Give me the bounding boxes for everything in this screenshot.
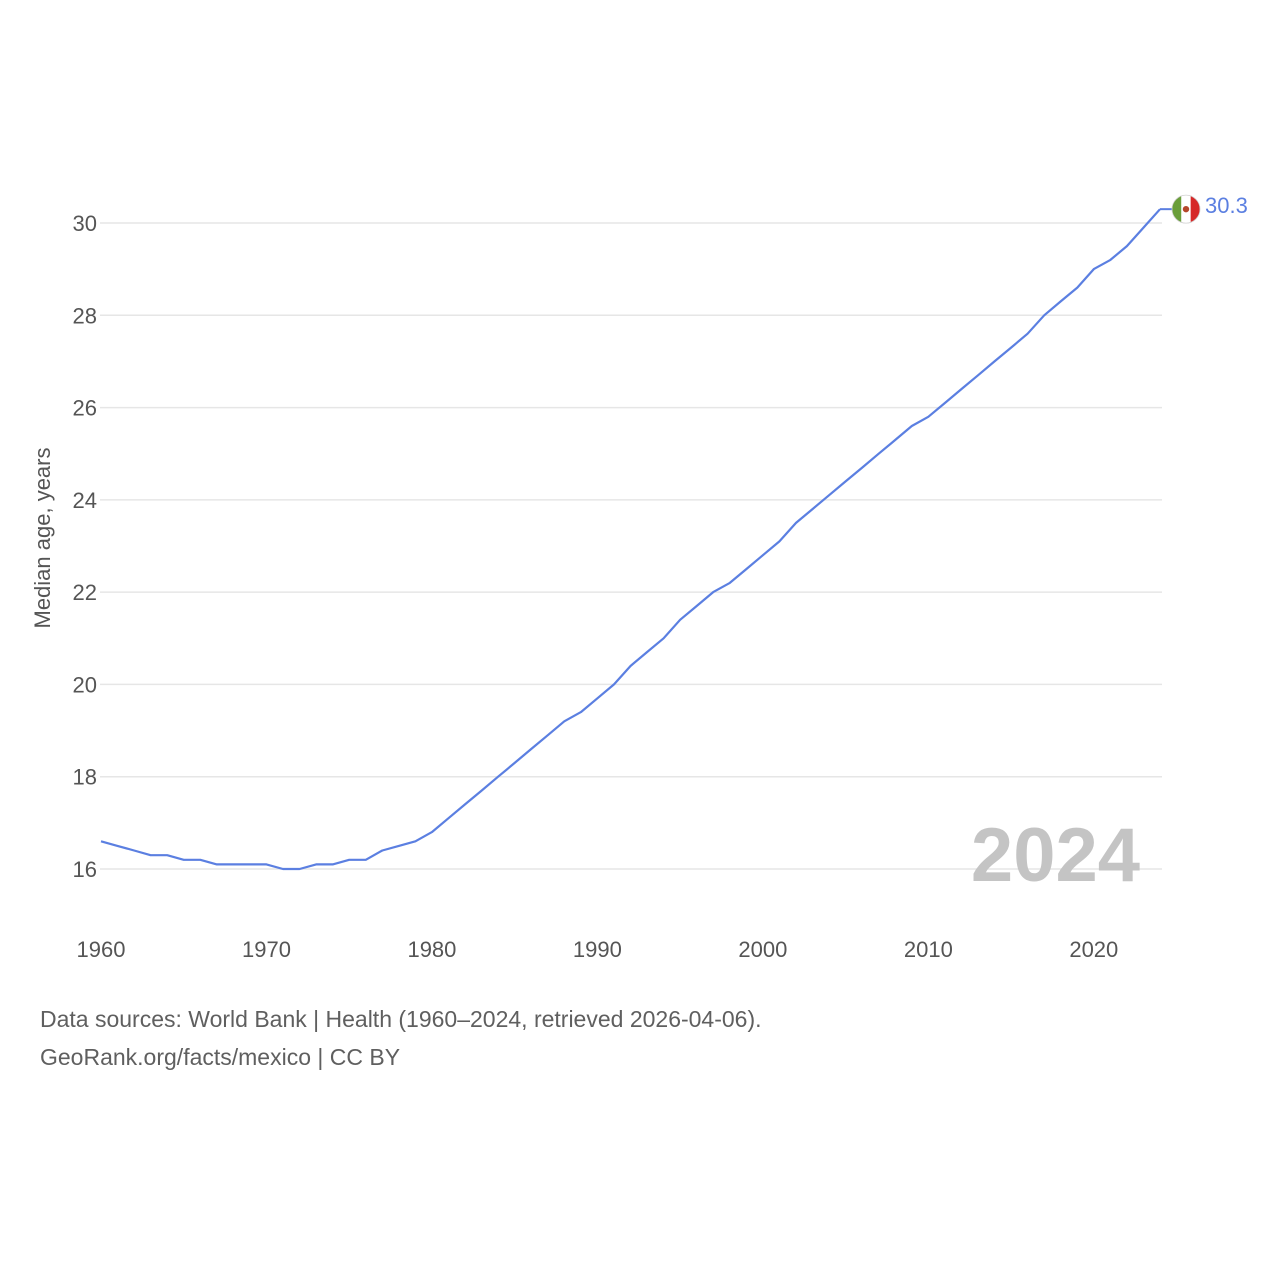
current-year-watermark: 2024 (971, 813, 1140, 898)
flag-band-green (1172, 195, 1182, 224)
mexico-flag-icon (1171, 194, 1201, 224)
x-axis-ticks: 1960 1970 1980 1990 2000 2010 2020 (77, 937, 1119, 962)
y-tick-label: 28 (73, 303, 97, 328)
attribution-link[interactable]: GeoRank.org/facts/mexico | CC BY (40, 1044, 401, 1070)
x-tick-label: 1960 (77, 937, 126, 962)
y-tick-label: 16 (73, 857, 97, 882)
y-tick-label: 24 (73, 488, 97, 513)
x-tick-label: 2020 (1069, 937, 1118, 962)
x-tick-label: 2000 (738, 937, 787, 962)
series-line-mexico (100, 208, 1161, 871)
y-axis-label: Median age, years (30, 448, 55, 629)
y-tick-label: 18 (73, 765, 97, 790)
x-tick-label: 1990 (573, 937, 622, 962)
y-tick-label: 26 (73, 396, 97, 421)
x-tick-label: 1980 (407, 937, 456, 962)
end-value-label: 30.3 (1205, 193, 1248, 218)
flag-emblem (1182, 205, 1190, 213)
x-tick-label: 1970 (242, 937, 291, 962)
series-group (100, 208, 1172, 871)
data-source-note: Data sources: World Bank | Health (1960–… (40, 1006, 762, 1032)
grid-lines (100, 222, 1162, 870)
flag-band-red (1190, 195, 1200, 224)
y-tick-label: 20 (73, 672, 97, 697)
y-tick-label: 30 (73, 211, 97, 236)
y-axis-ticks: 16 18 20 22 24 26 28 30 (73, 211, 97, 882)
flag-outline (1171, 194, 1201, 224)
y-tick-label: 22 (73, 580, 97, 605)
x-tick-label: 2010 (904, 937, 953, 962)
